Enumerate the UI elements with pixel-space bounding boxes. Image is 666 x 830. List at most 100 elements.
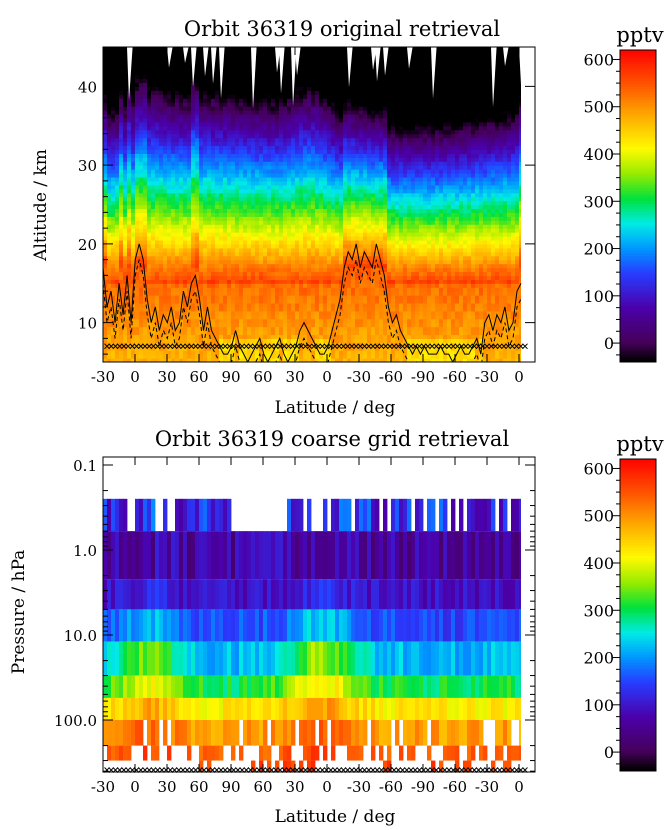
panel1-cell bbox=[103, 82, 108, 87]
panel1-cell bbox=[179, 184, 184, 190]
panel1-cell bbox=[243, 322, 248, 328]
panel1-cell bbox=[315, 180, 320, 186]
panel1-cell bbox=[231, 236, 236, 241]
panel1-cell bbox=[315, 188, 320, 194]
panel1-cell bbox=[335, 200, 340, 206]
panel1-cell bbox=[163, 129, 168, 135]
panel1-cell bbox=[287, 129, 292, 135]
panel1-cell bbox=[283, 50, 288, 56]
panel1-cell bbox=[211, 220, 216, 225]
panel1-cell bbox=[263, 58, 268, 64]
panel1-cell bbox=[167, 184, 172, 190]
panel1-cell bbox=[163, 291, 168, 296]
panel1-cell bbox=[335, 78, 340, 84]
panel1-cell bbox=[183, 86, 188, 91]
panel1-cell bbox=[347, 153, 352, 158]
panel1-cell bbox=[319, 129, 324, 135]
panel1-cell bbox=[187, 74, 192, 80]
panel1-cell bbox=[307, 157, 312, 162]
panel1-cell bbox=[171, 255, 176, 261]
panel1-cell bbox=[251, 259, 256, 265]
panel1-cell bbox=[343, 216, 348, 221]
panel1-cell bbox=[163, 157, 168, 162]
panel1-cell bbox=[159, 117, 164, 123]
panel1-cell bbox=[287, 306, 292, 312]
panel1-cell bbox=[219, 204, 224, 210]
panel1-cell bbox=[119, 106, 124, 111]
panel1-cell bbox=[111, 224, 116, 229]
panel1-cell bbox=[343, 70, 348, 76]
panel1-cell bbox=[231, 145, 236, 150]
panel1-cell bbox=[223, 263, 228, 269]
panel1-cell bbox=[131, 275, 136, 280]
panel1-cell bbox=[283, 62, 288, 68]
panel1-cell bbox=[135, 129, 140, 135]
panel1-cell bbox=[207, 54, 212, 60]
panel1-cell bbox=[343, 314, 348, 320]
panel1-cell bbox=[267, 239, 272, 245]
panel1-cell bbox=[259, 102, 264, 107]
panel1-cell bbox=[335, 271, 340, 276]
panel1-cell bbox=[239, 239, 244, 245]
panel1-cell bbox=[243, 196, 248, 202]
panel1-cell bbox=[243, 271, 248, 276]
panel1-cell bbox=[163, 279, 168, 284]
panel1-cell bbox=[123, 149, 128, 154]
panel1-cell bbox=[307, 263, 312, 269]
panel1-cell bbox=[323, 283, 328, 288]
panel1-cell bbox=[171, 271, 176, 276]
panel1-cell bbox=[283, 287, 288, 292]
panel1-cell bbox=[135, 236, 140, 241]
panel1-cell bbox=[175, 212, 180, 217]
panel1-cell bbox=[123, 125, 128, 131]
panel1-cell bbox=[107, 129, 112, 135]
panel1-cell bbox=[315, 271, 320, 276]
panel1-cell bbox=[223, 161, 228, 166]
panel1-cell bbox=[331, 110, 336, 115]
panel1-cell bbox=[287, 82, 292, 87]
panel1-cell bbox=[327, 275, 332, 280]
panel1-cell bbox=[307, 358, 312, 362]
panel1-cell bbox=[291, 334, 296, 339]
panel1-cell bbox=[191, 153, 196, 158]
panel1-cell bbox=[231, 113, 236, 119]
panel1-cell bbox=[255, 326, 260, 332]
panel1-cell bbox=[163, 161, 168, 166]
panel1-cell bbox=[155, 216, 160, 221]
panel1-cell bbox=[119, 330, 124, 336]
panel1-cell bbox=[123, 165, 128, 170]
panel1-cell bbox=[183, 145, 188, 150]
panel1-cell bbox=[339, 228, 344, 233]
panel1-cell bbox=[319, 110, 324, 115]
panel1-cell bbox=[115, 192, 120, 198]
panel1-cell bbox=[119, 145, 124, 150]
panel1-cell bbox=[347, 271, 352, 276]
panel1-cell bbox=[327, 157, 332, 162]
panel1-cell bbox=[295, 82, 300, 87]
panel1-cell bbox=[299, 259, 304, 265]
panel1-cell bbox=[123, 102, 128, 107]
panel1-cell bbox=[255, 62, 260, 68]
panel1-cell bbox=[171, 267, 176, 273]
panel1-cell bbox=[143, 224, 148, 229]
panel1-cell bbox=[307, 169, 312, 174]
panel1-cell bbox=[139, 314, 144, 320]
panel1-cell bbox=[155, 180, 160, 186]
panel1-cell bbox=[271, 137, 276, 143]
panel1-cell bbox=[159, 192, 164, 198]
panel1-cell bbox=[219, 117, 224, 123]
panel1-cell bbox=[247, 279, 252, 284]
panel1-cell bbox=[251, 129, 256, 135]
panel1-cell bbox=[163, 98, 168, 103]
panel1-cell bbox=[239, 208, 244, 213]
panel1-cell bbox=[127, 121, 132, 127]
panel1-cell bbox=[123, 326, 128, 332]
panel1-cell bbox=[227, 275, 232, 280]
panel1-cell bbox=[163, 113, 168, 119]
panel1-cell bbox=[219, 106, 224, 111]
panel1-cell bbox=[171, 299, 176, 304]
panel1-cell bbox=[151, 165, 156, 170]
panel1-cell bbox=[191, 354, 196, 359]
panel1-cell bbox=[299, 283, 304, 288]
panel1-cell bbox=[215, 165, 220, 170]
